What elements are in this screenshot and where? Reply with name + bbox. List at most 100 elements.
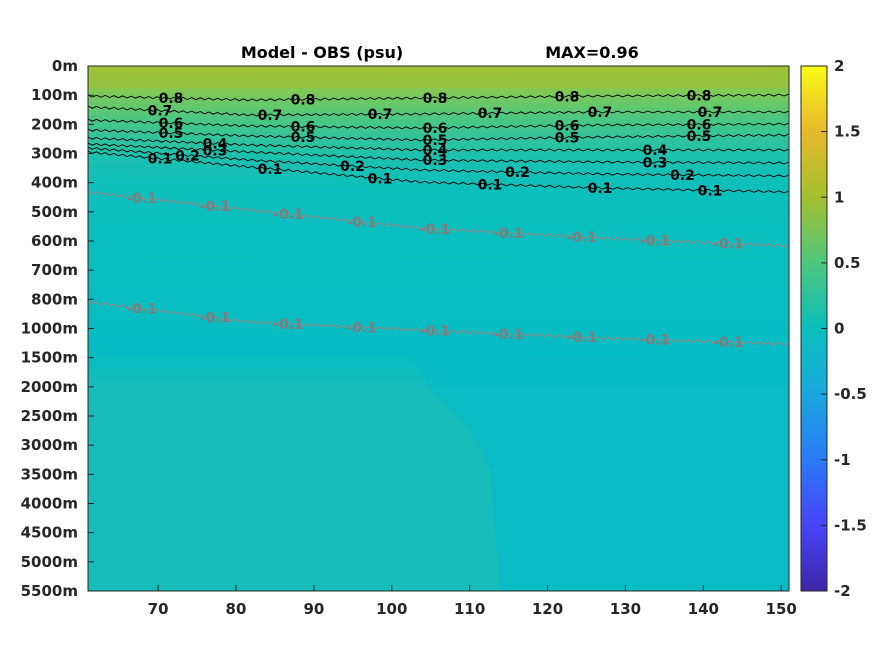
contour-label: 0.3 (643, 155, 668, 171)
contour-label: 0.8 (555, 89, 580, 105)
contour-line (88, 146, 789, 178)
surface-noise-band (88, 66, 789, 88)
contour-label: -0.1 (566, 330, 597, 346)
contour-line (88, 136, 789, 152)
y-tick-label: 4500m (21, 524, 78, 542)
contour-label: 0.1 (258, 162, 283, 178)
y-tick-label: 1500m (21, 349, 78, 367)
contour-line (88, 142, 789, 165)
contour-label: 0.8 (423, 91, 448, 107)
x-tick-label: 70 (148, 600, 169, 618)
y-tick-label: 5500m (21, 582, 78, 600)
contour-label: -0.1 (346, 320, 377, 336)
x-tick-label: 140 (688, 600, 719, 618)
y-tick-label: 3000m (21, 436, 78, 454)
contour-label: -0.1 (713, 335, 744, 351)
contour-label: 0.4 (423, 143, 448, 159)
colorbar-tick-label: 1.5 (834, 123, 861, 141)
y-tick-label: 600m (31, 232, 78, 250)
y-tick-label: 500m (31, 203, 78, 221)
contour-line (88, 118, 789, 130)
contour-label: 0.6 (291, 120, 316, 136)
contour-label: 0.2 (340, 159, 365, 175)
contour-label: 0.5 (291, 130, 316, 146)
contour-label: 0.7 (368, 107, 393, 123)
contour-label: 0.7 (478, 106, 503, 122)
contour-label: -0.1 (126, 191, 157, 207)
y-tick-label: 100m (31, 86, 78, 104)
contour-label: 0.4 (643, 143, 668, 159)
contour-label: 0.7 (698, 105, 723, 121)
contour-line (88, 128, 789, 142)
contour-label: 0.1 (698, 183, 723, 199)
contour-label: 0.3 (423, 153, 448, 169)
colorbar-tick-label: 1 (834, 188, 844, 206)
contour-label: 0.5 (555, 131, 580, 147)
contour-label: 0.1 (478, 177, 503, 193)
x-tick-label: 130 (610, 600, 641, 618)
colorbar-tick-label: -1.5 (834, 516, 867, 534)
colorbar-tick-label: -1 (834, 451, 851, 469)
contour-label: -0.1 (420, 222, 451, 238)
contour-label: 0.6 (555, 119, 580, 135)
contour-label: -0.1 (346, 215, 377, 231)
contour-label: -0.1 (273, 207, 304, 223)
contour-label: -0.1 (273, 317, 304, 333)
y-tick-label: 200m (31, 115, 78, 133)
colorbar: 2 1.5 1 0.5 0 -0.5 -1 -1.5 -2 (800, 57, 867, 600)
y-tick-label: 2000m (21, 378, 78, 396)
contour-label: 0.2 (670, 168, 695, 184)
contour-label: -0.1 (126, 302, 157, 318)
x-tick-label: 110 (454, 600, 485, 618)
plot-area: 0.8 0.8 0.8 0.8 0.80.7 0.7 0.7 0.7 0.7 0.70.6 0.6 0… (87, 65, 790, 592)
x-axis: 70 80 90 100 110 120 130 140 150 (148, 585, 797, 618)
y-tick-label: 300m (31, 145, 78, 163)
y-tick-label: 4000m (21, 495, 78, 513)
contour-label: 0.6 (159, 116, 184, 132)
colorbar-tick-label: 2 (834, 57, 844, 75)
contour-label: -0.1 (420, 324, 451, 340)
contour-line (88, 190, 789, 248)
contour-label: -0.1 (493, 327, 524, 343)
contour-label: -0.1 (200, 199, 231, 215)
contour-label: -0.1 (640, 233, 671, 249)
x-tick-label: 120 (532, 600, 563, 618)
contour-label: 0.2 (505, 165, 530, 181)
colorbar-tick-label: 0.5 (834, 254, 861, 272)
contour-label: 0.1 (148, 152, 173, 168)
contour-label: 0.8 (687, 88, 712, 104)
contour-label: 0.5 (159, 126, 184, 142)
contour-label: 0.7 (258, 108, 283, 124)
contour-label: -0.1 (566, 230, 597, 246)
contour-label: -0.1 (640, 333, 671, 349)
contour-label: 0.1 (588, 181, 613, 197)
y-tick-label: 2500m (21, 407, 78, 425)
y-tick-label: 0m (52, 57, 78, 75)
y-tick-label: 700m (31, 261, 78, 279)
x-tick-label: 90 (303, 600, 324, 618)
contour-line (88, 150, 789, 194)
chart-title: Model - OBS (psu) (241, 43, 403, 62)
max-annotation: MAX=0.96 (545, 43, 639, 62)
contour-label: 0.7 (588, 105, 613, 121)
y-tick-label: 400m (31, 174, 78, 192)
contour-label: 0.1 (368, 171, 393, 187)
contour-line (88, 300, 789, 346)
contour-label: 0.6 (423, 121, 448, 137)
y-axis: 0m 100m 200m 300m 400m 500m 600m 700m 800m 1000m 1… (21, 57, 94, 600)
contour-label: 0.3 (203, 143, 228, 159)
deep-east-region (410, 345, 789, 591)
contour-label: 0.6 (687, 117, 712, 133)
colorbar-tick-label: -0.5 (834, 385, 867, 403)
contour-label: -0.1 (713, 236, 744, 252)
x-tick-label: 100 (376, 600, 407, 618)
x-tick-label: 150 (766, 600, 797, 618)
contour-label: 0.4 (203, 136, 228, 152)
contour-label: 0.5 (423, 133, 448, 149)
y-tick-label: 5000m (21, 553, 78, 571)
y-tick-label: 800m (31, 290, 78, 308)
contour-label: 0.2 (175, 148, 200, 164)
contour-label: -0.1 (493, 226, 524, 242)
contour-label: -0.1 (200, 311, 231, 327)
